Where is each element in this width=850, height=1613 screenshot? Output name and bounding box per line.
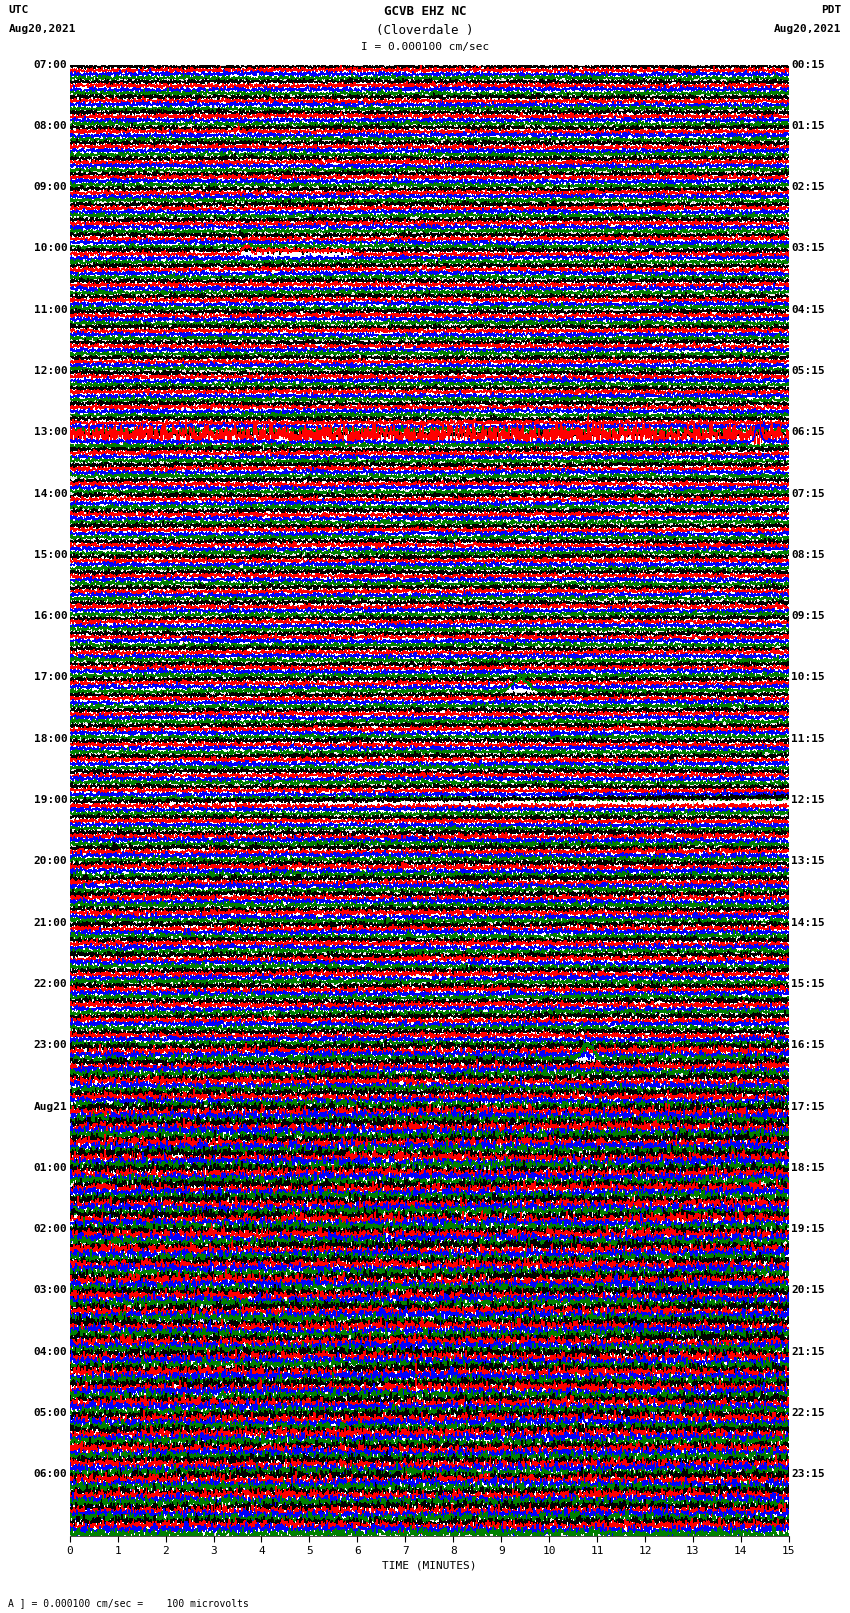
Text: 12:15: 12:15 [791, 795, 824, 805]
Text: 21:00: 21:00 [34, 918, 67, 927]
Text: 03:00: 03:00 [34, 1286, 67, 1295]
Text: 08:00: 08:00 [34, 121, 67, 131]
Text: 00:15: 00:15 [791, 60, 824, 69]
Text: Aug20,2021: Aug20,2021 [774, 24, 842, 34]
Text: 23:15: 23:15 [791, 1469, 824, 1479]
Text: 10:00: 10:00 [34, 244, 67, 253]
Text: 09:15: 09:15 [791, 611, 824, 621]
Text: 04:00: 04:00 [34, 1347, 67, 1357]
Text: GCVB EHZ NC: GCVB EHZ NC [383, 5, 467, 18]
Text: 16:15: 16:15 [791, 1040, 824, 1050]
Text: 11:00: 11:00 [34, 305, 67, 315]
Text: 18:15: 18:15 [791, 1163, 824, 1173]
Text: 13:00: 13:00 [34, 427, 67, 437]
Text: A ] = 0.000100 cm/sec =    100 microvolts: A ] = 0.000100 cm/sec = 100 microvolts [8, 1598, 249, 1608]
Text: 04:15: 04:15 [791, 305, 824, 315]
Text: I = 0.000100 cm/sec: I = 0.000100 cm/sec [361, 42, 489, 52]
Text: 15:15: 15:15 [791, 979, 824, 989]
Text: 14:00: 14:00 [34, 489, 67, 498]
X-axis label: TIME (MINUTES): TIME (MINUTES) [382, 1560, 477, 1569]
Text: 01:00: 01:00 [34, 1163, 67, 1173]
Text: 14:15: 14:15 [791, 918, 824, 927]
Text: 10:15: 10:15 [791, 673, 824, 682]
Text: 02:15: 02:15 [791, 182, 824, 192]
Text: 11:15: 11:15 [791, 734, 824, 744]
Text: 13:15: 13:15 [791, 857, 824, 866]
Text: 09:00: 09:00 [34, 182, 67, 192]
Text: 06:00: 06:00 [34, 1469, 67, 1479]
Text: 18:00: 18:00 [34, 734, 67, 744]
Text: 21:15: 21:15 [791, 1347, 824, 1357]
Text: 02:00: 02:00 [34, 1224, 67, 1234]
Text: 05:00: 05:00 [34, 1408, 67, 1418]
Text: 12:00: 12:00 [34, 366, 67, 376]
Text: 19:15: 19:15 [791, 1224, 824, 1234]
Text: 08:15: 08:15 [791, 550, 824, 560]
Text: (Cloverdale ): (Cloverdale ) [377, 24, 473, 37]
Text: 07:15: 07:15 [791, 489, 824, 498]
Text: 01:15: 01:15 [791, 121, 824, 131]
Text: UTC: UTC [8, 5, 29, 15]
Text: 06:15: 06:15 [791, 427, 824, 437]
Text: PDT: PDT [821, 5, 842, 15]
Text: Aug21: Aug21 [34, 1102, 67, 1111]
Text: 22:00: 22:00 [34, 979, 67, 989]
Text: 17:00: 17:00 [34, 673, 67, 682]
Text: 15:00: 15:00 [34, 550, 67, 560]
Text: 20:00: 20:00 [34, 857, 67, 866]
Text: 05:15: 05:15 [791, 366, 824, 376]
Text: 03:15: 03:15 [791, 244, 824, 253]
Text: 07:00: 07:00 [34, 60, 67, 69]
Text: 17:15: 17:15 [791, 1102, 824, 1111]
Text: 23:00: 23:00 [34, 1040, 67, 1050]
Text: 22:15: 22:15 [791, 1408, 824, 1418]
Text: 20:15: 20:15 [791, 1286, 824, 1295]
Text: Aug20,2021: Aug20,2021 [8, 24, 76, 34]
Text: 16:00: 16:00 [34, 611, 67, 621]
Text: 19:00: 19:00 [34, 795, 67, 805]
